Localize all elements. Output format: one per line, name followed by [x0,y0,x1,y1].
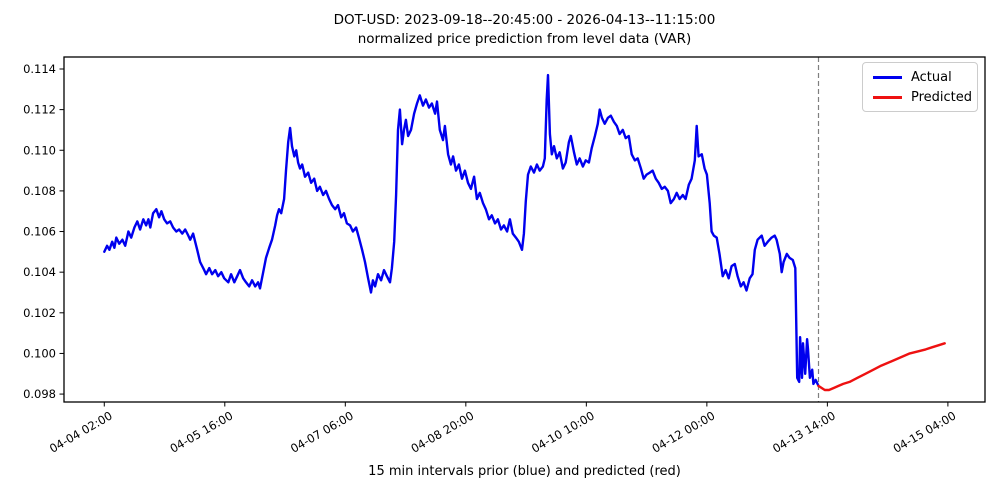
y-tick-label: 0.108 [23,184,56,198]
y-tick-label: 0.098 [23,387,56,401]
predicted-line-swatch [873,95,902,99]
y-tick-label: 0.112 [23,103,56,117]
plot-frame [63,56,986,403]
legend-label-actual: Actual [911,70,952,86]
x-tick-label: 04-12 00:00 [650,408,718,455]
actual-line-swatch [873,76,902,80]
chart-title-line2: normalized price prediction from level d… [357,31,692,47]
x-tick-label: 04-04 02:00 [47,408,115,455]
x-tick-label: 04-05 16:00 [167,408,235,455]
predicted-line [817,342,946,392]
y-tick-label: 0.100 [23,346,56,360]
chart-title-line1: DOT-USD: 2023-09-18--20:45:00 - 2026-04-… [333,12,716,28]
y-tick-label: 0.102 [23,306,56,320]
y-tick-label: 0.114 [23,62,56,76]
legend-item-predicted: Predicted [873,88,973,108]
actual-line [103,73,820,388]
x-tick-label: 04-08 20:00 [409,408,477,455]
x-tick-label: 04-07 06:00 [288,408,356,455]
legend-label-predicted: Predicted [911,89,973,105]
x-axis-label: 15 min intervals prior (blue) and predic… [368,464,681,479]
legend-item-actual: Actual [873,68,969,88]
y-tick-label: 0.110 [23,143,56,157]
legend: Actual Predicted [862,62,978,112]
y-tick-label: 0.106 [23,225,56,239]
y-tick-label: 0.104 [23,265,56,279]
x-tick-label: 04-13 14:00 [770,408,838,455]
x-tick-label: 04-15 04:00 [891,408,959,455]
chart-title: DOT-USD: 2023-09-18--20:45:00 - 2026-04-… [64,11,985,49]
x-tick-label: 04-10 10:00 [529,408,597,455]
